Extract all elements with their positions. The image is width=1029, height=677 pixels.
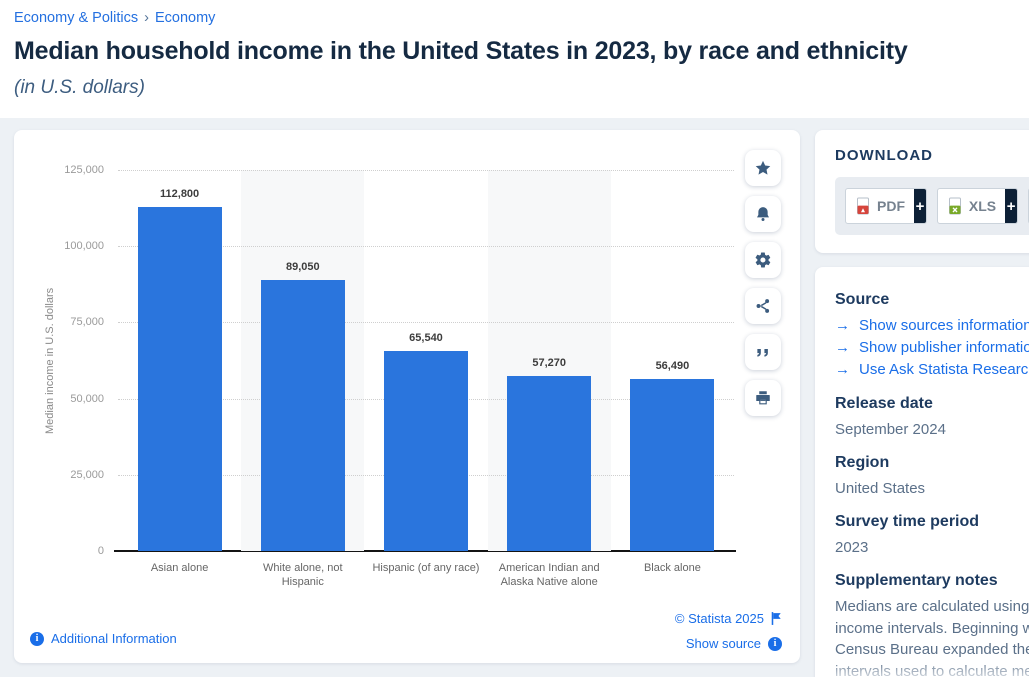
show-source-label[interactable]: Show source bbox=[685, 636, 761, 651]
page-subtitle: (in U.S. dollars) bbox=[14, 77, 145, 98]
download-pdf-plus-button[interactable]: + bbox=[914, 189, 926, 223]
share-button[interactable] bbox=[745, 288, 781, 324]
bar[interactable] bbox=[260, 279, 345, 551]
survey-time-period-heading: Survey time period bbox=[835, 513, 980, 530]
bar[interactable] bbox=[137, 207, 222, 551]
bar-value-label: 65,540 bbox=[409, 332, 443, 345]
arrow-right-icon: → bbox=[835, 339, 850, 356]
download-xls-plus-button[interactable]: + bbox=[1005, 189, 1018, 223]
breadcrumb: Economy & Politics › Economy bbox=[14, 10, 1015, 26]
flag-icon bbox=[770, 612, 782, 625]
star-icon bbox=[754, 159, 772, 177]
y-tick-label: 25,000 bbox=[70, 468, 104, 481]
y-gridline bbox=[118, 170, 734, 171]
statista-copyright[interactable]: © Statista 2025 bbox=[675, 611, 782, 626]
share-icon bbox=[754, 297, 772, 315]
chart-card: Median income in U.S. dollars 0 25,000 50,… bbox=[14, 130, 800, 663]
alert-button[interactable] bbox=[745, 196, 781, 232]
additional-information-label[interactable]: Additional Information bbox=[51, 631, 177, 646]
arrow-right-icon: → bbox=[835, 317, 850, 334]
source-link[interactable]: → Show sources information bbox=[835, 315, 1029, 337]
source-heading: Source bbox=[835, 291, 890, 308]
download-card: DOWNLOAD PDF+XLS+PNG+ bbox=[815, 130, 1029, 253]
source-links: → Show sources information → Show publisher… bbox=[835, 315, 1029, 381]
bar-value-label: 89,050 bbox=[285, 260, 320, 273]
y-gridline bbox=[118, 246, 734, 248]
download-pdf-button[interactable]: PDF + bbox=[845, 188, 927, 224]
bar-value-label: 112,800 bbox=[160, 188, 200, 201]
region-heading: Region bbox=[835, 454, 890, 471]
bar-value-label: 57,270 bbox=[532, 357, 567, 370]
info-icon: i bbox=[30, 631, 44, 646]
breadcrumb-link-economy[interactable]: Economy bbox=[154, 10, 216, 26]
pdf-file-icon bbox=[855, 197, 871, 215]
source-link[interactable]: → Use Ask Statista Research Service bbox=[835, 359, 1029, 381]
print-button[interactable] bbox=[745, 380, 781, 416]
bar[interactable] bbox=[384, 351, 468, 551]
download-heading: DOWNLOAD bbox=[835, 147, 933, 164]
settings-button[interactable] bbox=[745, 242, 781, 278]
y-tick-label: 0 bbox=[97, 545, 104, 557]
additional-information-link[interactable]: i Additional Information bbox=[30, 631, 177, 646]
show-source-link[interactable]: Show source i bbox=[686, 636, 782, 651]
source-link-label: Show publisher information bbox=[859, 339, 1029, 356]
bar[interactable] bbox=[630, 378, 715, 551]
bar-chart-plot: Median income in U.S. dollars 0 25,000 50,… bbox=[44, 164, 736, 588]
survey-time-period-value: 2023 bbox=[835, 539, 869, 556]
chart-action-toolbar bbox=[745, 150, 781, 426]
download-xls-button[interactable]: XLS + bbox=[936, 188, 1019, 224]
copyright-label[interactable]: © Statista 2025 bbox=[674, 611, 764, 626]
release-date-value: September 2024 bbox=[835, 421, 946, 438]
supplementary-notes-heading: Supplementary notes bbox=[835, 572, 998, 589]
source-link-label: Use Ask Statista Research Service bbox=[859, 361, 1029, 378]
download-buttons-panel: PDF+XLS+PNG+ bbox=[835, 177, 1029, 235]
favorite-button[interactable] bbox=[745, 150, 781, 186]
category-label: Black alone bbox=[643, 562, 701, 574]
source-link[interactable]: → Show publisher information bbox=[835, 337, 1029, 359]
y-axis-title: Median income in U.S. dollars bbox=[44, 287, 56, 434]
category-label: Asian alone bbox=[150, 562, 209, 574]
y-tick-label: 100,000 bbox=[64, 240, 104, 253]
source-card: Source → Show sources information → Show pu… bbox=[815, 267, 1029, 677]
category-label: White alone, not Hispanic bbox=[263, 562, 343, 589]
bar[interactable] bbox=[507, 376, 592, 551]
x-axis-line bbox=[114, 550, 736, 552]
content-area: Median income in U.S. dollars 0 25,000 50,… bbox=[0, 118, 1029, 677]
region-value: United States bbox=[835, 480, 926, 497]
info-icon: i bbox=[768, 636, 782, 651]
breadcrumb-link-economy-politics[interactable]: Economy & Politics bbox=[14, 10, 139, 26]
printer-icon bbox=[754, 389, 772, 407]
release-date-heading: Release date bbox=[835, 395, 933, 412]
category-label: American Indian and Alaska Native alone bbox=[498, 562, 600, 589]
y-tick-label: 125,000 bbox=[64, 164, 104, 176]
page-title: Median household income in the United St… bbox=[14, 37, 908, 65]
category-label: Hispanic (of any race) bbox=[372, 562, 480, 574]
download-button-label: XLS bbox=[968, 198, 997, 214]
page-header: Economy & Politics › Economy Median househ… bbox=[0, 0, 1029, 118]
download-button-label: PDF bbox=[877, 198, 905, 214]
cite-button[interactable] bbox=[745, 334, 781, 370]
sidebar: DOWNLOAD PDF+XLS+PNG+ Source →Show sourc… bbox=[815, 130, 1029, 677]
bell-icon bbox=[754, 205, 772, 223]
bar-value-label: 56,490 bbox=[655, 359, 690, 372]
source-link-label: Show sources information bbox=[859, 317, 1029, 334]
y-tick-label: 75,000 bbox=[70, 316, 104, 329]
quote-icon bbox=[754, 343, 772, 361]
y-gridline bbox=[118, 322, 734, 324]
xls-file-icon bbox=[947, 197, 963, 215]
supplementary-notes-text: Medians are calculated using 2,500 dolla… bbox=[835, 598, 1029, 677]
breadcrumb-separator: › bbox=[144, 10, 149, 26]
y-tick-label: 50,000 bbox=[70, 392, 104, 405]
gear-icon bbox=[754, 251, 772, 269]
arrow-right-icon: → bbox=[835, 361, 850, 378]
